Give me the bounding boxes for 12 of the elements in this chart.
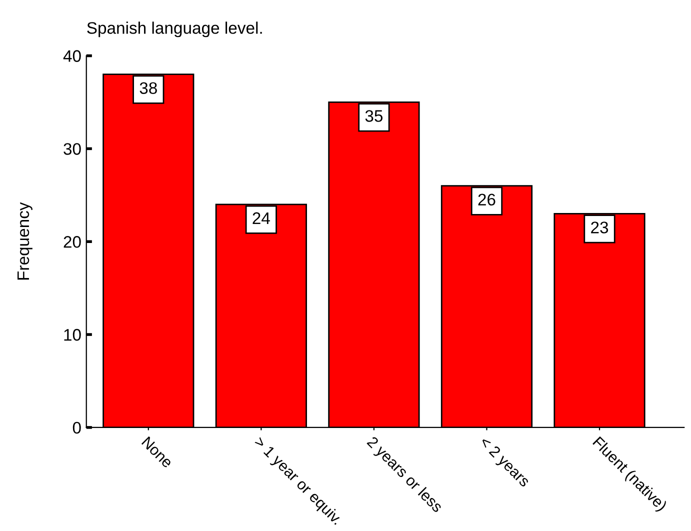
y-axis-title: Frequency: [17, 202, 32, 280]
y-tick-label: 20: [64, 236, 81, 248]
data-label: 24: [252, 212, 270, 224]
data-label: 35: [365, 110, 383, 122]
y-tick-label: 30: [64, 143, 81, 155]
y-tick-label: 10: [64, 328, 81, 341]
y-tick-label: 0: [72, 422, 81, 434]
data-label: 26: [478, 194, 496, 206]
chart-title: Spanish language level.: [87, 22, 262, 38]
y-tick-label: 40: [63, 50, 81, 62]
data-label: 23: [591, 222, 608, 234]
data-label: 38: [140, 82, 157, 94]
